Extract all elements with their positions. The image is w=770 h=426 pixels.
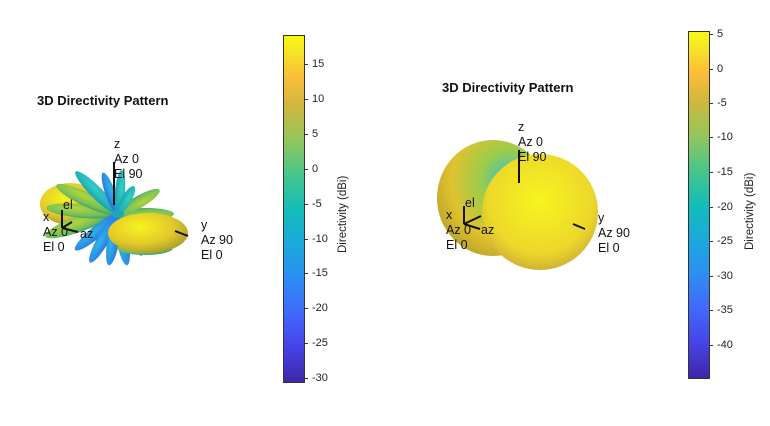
- x-axis-el: El 0: [43, 240, 65, 254]
- left-x-axis-label: x Az 0 El 0: [43, 210, 68, 255]
- tick: [709, 103, 713, 104]
- left-el-label: el: [63, 198, 73, 212]
- right-z-axis-label: z Az 0 El 90: [518, 120, 547, 165]
- tick: [304, 169, 308, 170]
- tick: [304, 343, 308, 344]
- tick-label: -30: [312, 372, 328, 384]
- tick-label: -25: [312, 337, 328, 349]
- tick: [304, 99, 308, 100]
- right-colorbar-label: Directivity (dBi): [744, 172, 756, 250]
- tick-label: 5: [312, 128, 319, 140]
- right-y-axis-label: y Az 90 El 0: [598, 211, 630, 256]
- tick: [304, 204, 308, 205]
- tick: [709, 172, 713, 173]
- tick: [709, 69, 713, 70]
- left-colorbar: 15 10 5 0 -5 -10 -15 -20 -25 -30: [283, 35, 328, 384]
- tick-label: 15: [312, 58, 325, 70]
- tick-label: -35: [717, 304, 733, 316]
- x-axis-name: x: [43, 210, 50, 224]
- z-axis-az: Az 0: [114, 152, 140, 166]
- z-axis-el: El 90: [114, 167, 143, 181]
- y-axis-el: El 0: [598, 241, 620, 255]
- tick-label: 0: [717, 63, 724, 75]
- tick: [304, 134, 308, 135]
- tick: [709, 345, 713, 346]
- tick-label: -5: [717, 97, 727, 109]
- z-axis-az: Az 0: [518, 135, 544, 149]
- tick-label: -20: [717, 201, 733, 213]
- tick-label: -20: [312, 302, 328, 314]
- tick-label: 10: [312, 93, 325, 105]
- left-plot-title: 3D Directivity Pattern: [37, 93, 169, 108]
- tick: [709, 137, 713, 138]
- tick: [709, 34, 713, 35]
- tick-label: -30: [717, 270, 733, 282]
- x-axis-el: El 0: [446, 238, 468, 252]
- left-pattern-panel: 3D Directivity Pattern: [37, 35, 349, 384]
- tick: [709, 310, 713, 311]
- x-axis-name: x: [446, 208, 453, 222]
- tick-label: -40: [717, 339, 733, 351]
- tick-label: 5: [717, 28, 724, 40]
- tick-label: -10: [717, 131, 733, 143]
- tick: [304, 378, 308, 379]
- z-axis-name: z: [114, 137, 121, 151]
- tick: [709, 276, 713, 277]
- left-az-label: az: [80, 227, 94, 241]
- x-axis-az: Az 0: [43, 225, 69, 239]
- y-axis-az: Az 90: [598, 226, 630, 240]
- tick: [709, 241, 713, 242]
- tick-label: -10: [312, 233, 328, 245]
- tick: [304, 64, 308, 65]
- tick-label: -15: [717, 166, 733, 178]
- y-axis-name: y: [598, 211, 605, 225]
- left-3d-pattern-surface: [40, 162, 189, 266]
- y-axis-az: Az 90: [201, 233, 233, 247]
- right-x-axis-label: x Az 0 El 0: [446, 208, 471, 253]
- right-el-label: el: [465, 196, 475, 210]
- tick: [304, 273, 308, 274]
- tick: [304, 239, 308, 240]
- left-z-axis-label: z Az 0 El 90: [114, 137, 143, 182]
- tick-label: -25: [717, 235, 733, 247]
- x-axis-az: Az 0: [446, 223, 472, 237]
- right-plot-title: 3D Directivity Pattern: [442, 80, 574, 95]
- z-axis-name: z: [518, 120, 525, 134]
- y-axis-name: y: [201, 218, 208, 232]
- left-colorbar-label: Directivity (dBi): [337, 175, 349, 253]
- right-pattern-panel: 3D Directivity Pattern z Az 0 El 90 x Az…: [385, 0, 770, 426]
- right-az-label: az: [481, 223, 495, 237]
- tick: [709, 207, 713, 208]
- right-3d-pattern-surface: [437, 140, 598, 270]
- tick-label: -15: [312, 267, 328, 279]
- y-axis-el: El 0: [201, 248, 223, 262]
- tick-label: 0: [312, 163, 319, 175]
- tick-label: -5: [312, 198, 322, 210]
- left-y-axis-label: y Az 90 El 0: [201, 218, 233, 263]
- right-colorbar: 5 0 -5 -10 -15 -20 -25 -30 -35 -40: [688, 28, 733, 379]
- tick: [304, 308, 308, 309]
- z-axis-el: El 90: [518, 150, 547, 164]
